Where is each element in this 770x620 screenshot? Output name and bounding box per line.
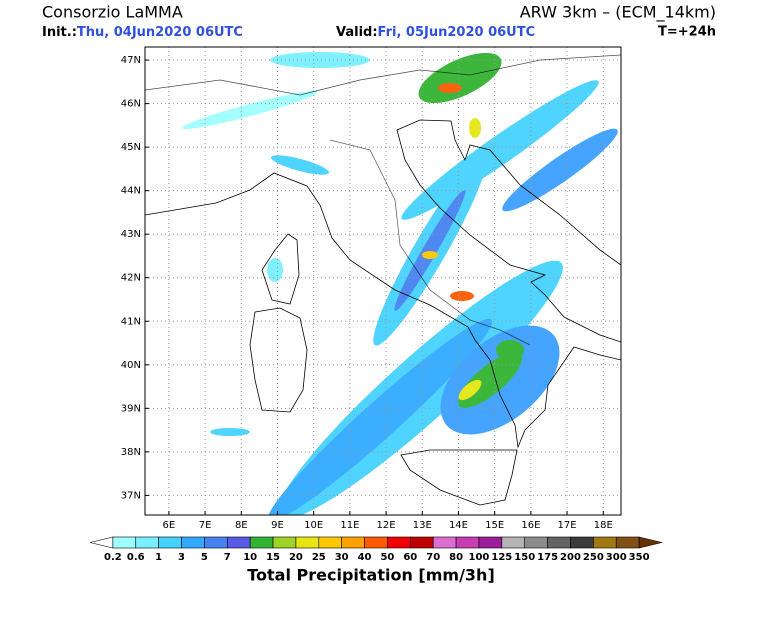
colorbar-box [295,536,320,549]
colorbar-label: 20 [289,552,303,563]
lon-tick-label: 8E [235,520,248,531]
lat-tick-label: 41N [121,316,141,327]
lon-tick-label: 18E [594,520,613,531]
lon-tick-label: 6E [163,520,176,531]
colorbar-box [455,536,480,549]
precip-field [182,52,618,515]
lon-tick-label: 12E [377,520,396,531]
colorbar-box [593,536,617,549]
colorbar-label: 60 [403,552,417,563]
lat-tick-label: 45N [121,142,141,153]
colorbar-label: 250 [583,552,604,563]
colorbar-label: 175 [537,552,558,563]
colorbar-label: 0.6 [127,552,145,563]
lon-tick-label: 17E [558,520,577,531]
colorbar-label: 70 [426,552,440,563]
lat-tick-label: 40N [121,360,141,371]
colorbar-label: 30 [335,552,349,563]
coastlines [145,54,621,506]
lat-tick-label: 46N [121,99,141,110]
lon-tick-label: 9E [271,520,284,531]
colorbar-box [181,536,205,549]
colorbar-label: 0.2 [104,552,122,563]
colorbar-box [432,536,457,549]
lat-tick-label: 43N [121,229,141,240]
colorbar-box [387,536,411,549]
colorbar-label: 25 [312,552,326,563]
colorbar-box [547,536,571,549]
lat-tick-label: 38N [121,447,141,458]
valid-time: Fri, 05Jun2020 06UTC [378,25,536,40]
lat-tick-label: 39N [121,403,141,414]
model-title: ARW 3km – (ECM_14km) [520,3,716,23]
org-title: Consorzio LaMMA [42,3,183,22]
lead-time: T=+24h [658,25,716,40]
colorbar-title: Total Precipitation [mm/3h] [247,566,495,585]
lon-tick-label: 7E [199,520,212,531]
colorbar-label: 15 [266,552,280,563]
colorbar-label: 10 [243,552,257,563]
colorbar-label: 5 [201,552,208,563]
colorbar-box [249,536,274,549]
colorbar-label: 350 [629,552,650,563]
lat-tick-label: 44N [121,186,141,197]
init-time: Thu, 04Jun2020 06UTC [77,25,243,40]
colorbar-label: 125 [491,552,512,563]
colorbar-box [615,536,640,549]
colorbar-label: 150 [514,552,535,563]
colorbar-box [341,536,365,549]
colorbar-label: 3 [178,552,185,563]
lat-tick-label: 42N [121,273,141,284]
init-label: Init.: [42,25,77,40]
colorbar-label: 200 [560,552,581,563]
lon-tick-label: 14E [449,520,468,531]
colorbar-label: 80 [449,552,463,563]
colorbar-label: 40 [358,552,372,563]
colorbar-box [364,536,388,549]
colorbar-end [638,536,663,549]
valid-info: Valid:Fri, 05Jun2020 06UTC [336,25,535,40]
colorbar-box [478,536,503,549]
lon-tick-label: 16E [521,520,540,531]
colorbar-label: 100 [469,552,490,563]
colorbar-box [570,536,594,549]
colorbar-label: 300 [606,552,627,563]
lon-tick-label: 13E [413,520,432,531]
colorbar-box [501,536,526,549]
colorbar-box [204,536,228,549]
lat-tick-label: 47N [121,55,141,66]
lon-tick-label: 11E [340,520,359,531]
colorbar-box [318,536,342,549]
colorbar-end [89,536,114,549]
map-frame [144,46,622,516]
colorbar-box [410,536,434,549]
colorbar-box [135,536,159,549]
colorbar-box [524,536,548,549]
colorbar-label: 7 [224,552,231,563]
colorbar-box [226,536,251,549]
colorbar: 0.2 0.6 1 3 5 7 10 15 20 25 30 40 50 60 70 80 100 125 150 1… [89,536,663,563]
colorbar-label: 50 [380,552,394,563]
init-info: Init.:Thu, 04Jun2020 06UTC [42,25,243,40]
colorbar-box [112,536,137,549]
lon-tick-label: 10E [304,520,323,531]
colorbar-box [272,536,297,549]
lon-tick-label: 15E [485,520,504,531]
valid-label: Valid: [336,25,378,40]
colorbar-box [158,536,182,549]
lat-tick-label: 37N [121,490,141,501]
colorbar-label: 1 [155,552,162,563]
